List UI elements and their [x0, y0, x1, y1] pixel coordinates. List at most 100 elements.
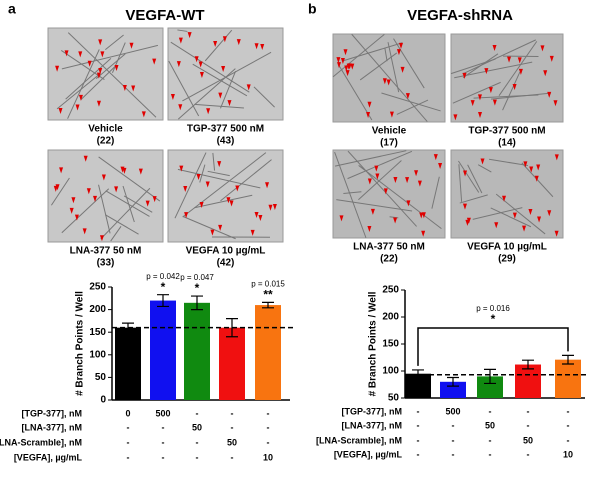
vessel: [488, 158, 529, 167]
branch-marker: [417, 180, 422, 187]
vessel: [220, 159, 272, 202]
bar: [115, 327, 141, 400]
significance: **: [263, 288, 273, 302]
branch-marker: [536, 164, 541, 171]
condition-cell: -: [527, 406, 530, 416]
branch-marker: [213, 40, 218, 47]
branch-marker: [466, 217, 471, 224]
vessel: [100, 187, 151, 240]
bracket: [417, 327, 569, 366]
micrograph: [450, 149, 564, 239]
condition-cell: -: [452, 435, 455, 445]
branch-marker: [254, 212, 259, 219]
error-bar: [562, 354, 574, 365]
vessel: [105, 190, 150, 217]
branch-marker: [345, 70, 350, 77]
condition-cell: -: [417, 449, 420, 459]
branch-marker: [492, 45, 497, 52]
vessel: [110, 226, 122, 242]
significance: *: [195, 281, 200, 295]
condition-label: [LNA-Scramble], nM: [316, 435, 402, 445]
image-count: (42): [217, 258, 235, 269]
significance: *: [491, 312, 496, 326]
branch-marker: [366, 112, 371, 119]
vessel: [56, 74, 100, 110]
branch-marker: [226, 197, 231, 204]
vessel: [177, 168, 261, 189]
vessel: [458, 164, 463, 202]
branch-marker: [374, 165, 379, 172]
branch-marker: [55, 184, 60, 191]
branch-marker: [512, 212, 517, 219]
condition-label: [VEGFA], µg/mL: [14, 452, 83, 462]
branch-marker: [494, 222, 499, 229]
branch-marker: [547, 91, 552, 98]
branch-marker: [254, 43, 259, 50]
branch-marker: [122, 167, 127, 174]
branch-marker: [367, 225, 372, 232]
condition-cell: -: [417, 435, 420, 445]
y-axis-label: # Branch Points / Well: [75, 291, 86, 396]
branch-marker: [152, 196, 157, 203]
y-tick-label: 200: [89, 304, 106, 315]
micrograph: [450, 33, 564, 123]
vessel: [334, 150, 407, 167]
bar: [515, 364, 541, 398]
branch-marker: [129, 42, 134, 49]
error-bar: [157, 294, 169, 308]
image-caption: TGP-377 500 nM: [187, 124, 264, 135]
branch-marker: [438, 162, 443, 169]
branch-marker: [75, 104, 80, 111]
vessel: [472, 207, 523, 220]
branch-marker: [98, 68, 103, 75]
branch-marker: [74, 214, 79, 221]
condition-cell: -: [162, 437, 165, 447]
vessel: [168, 60, 200, 117]
vessel: [80, 65, 117, 101]
branch-marker: [101, 174, 106, 181]
vessel: [358, 165, 442, 230]
branch-marker: [534, 175, 539, 182]
vessel: [194, 103, 244, 109]
image-caption: LNA-377 50 nM: [70, 246, 142, 257]
vessel: [183, 216, 236, 240]
y-tick-label: 100: [382, 366, 399, 377]
branch-marker: [396, 49, 401, 56]
branch-marker: [170, 94, 175, 101]
branch-marker: [178, 37, 183, 44]
vessel: [67, 32, 157, 118]
error-bar: [262, 301, 274, 309]
branch-marker: [554, 154, 559, 161]
micrograph: [47, 149, 164, 243]
condition-cell: -: [127, 437, 130, 447]
branch-marker: [194, 56, 199, 63]
branch-marker: [206, 108, 211, 115]
vessel: [170, 41, 250, 93]
branch-marker: [462, 203, 467, 210]
branch-marker: [260, 43, 265, 50]
bar: [440, 381, 466, 398]
image-caption: Vehicle: [88, 124, 123, 135]
vessel: [199, 164, 206, 183]
vessel: [342, 42, 403, 62]
branch-marker: [198, 61, 203, 68]
vessel: [177, 29, 188, 32]
vessel: [207, 170, 230, 177]
vessel: [450, 58, 496, 75]
image-count: (33): [97, 258, 115, 269]
condition-cell: -: [231, 422, 234, 432]
image-count: (22): [97, 136, 115, 147]
vessel: [458, 160, 480, 193]
branch-marker: [463, 170, 468, 177]
condition-cell: -: [489, 449, 492, 459]
condition-cell: -: [196, 408, 199, 418]
branch-marker: [478, 112, 483, 119]
y-tick-label: 0: [100, 395, 106, 406]
branch-marker: [393, 177, 398, 184]
panel-label: a: [8, 1, 16, 17]
vessel: [334, 151, 367, 239]
branch-marker: [547, 210, 552, 217]
branch-marker: [178, 104, 183, 111]
condition-label: [LNA-377], nM: [22, 422, 83, 432]
branch-marker: [528, 209, 533, 216]
